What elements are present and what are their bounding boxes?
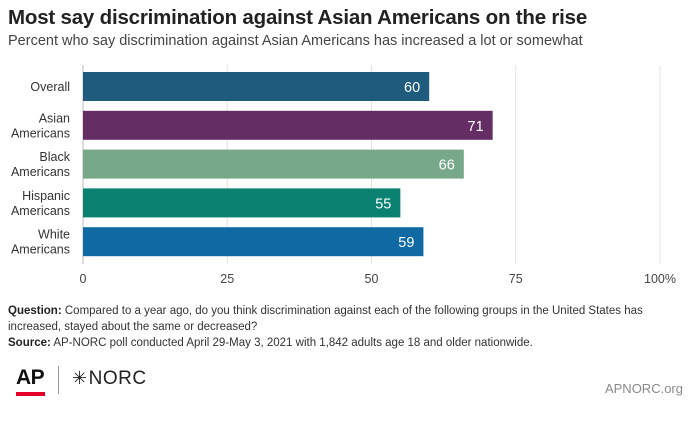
bar <box>83 227 424 257</box>
category-label: Asian <box>39 111 70 125</box>
chart-title: Most say discrimination against Asian Am… <box>8 6 588 29</box>
bar <box>83 188 401 218</box>
bar <box>83 110 493 140</box>
x-tick-label: 75 <box>509 272 523 286</box>
norc-logo-text: NORC <box>88 368 147 389</box>
category-label: White <box>38 228 70 242</box>
category-label: Hispanic <box>22 189 70 203</box>
ap-logo: AP <box>16 366 45 389</box>
norc-star-icon: ✳ <box>72 368 88 388</box>
bar-value-label: 66 <box>439 158 455 174</box>
bar-value-label: 55 <box>375 196 391 212</box>
bar <box>83 149 464 179</box>
website-link[interactable]: APNORC.org <box>604 381 683 396</box>
bar <box>83 72 430 101</box>
question-text: Compared to a year ago, do you think dis… <box>8 305 643 333</box>
category-label: Overall <box>30 80 70 94</box>
bar-value-label: 71 <box>468 119 484 135</box>
category-label: Black <box>39 150 70 164</box>
bar-value-label: 60 <box>404 80 420 96</box>
source-text: AP-NORC poll conducted April 29-May 3, 2… <box>50 337 533 349</box>
norc-logo: ✳NORC <box>72 368 147 390</box>
category-label: Americans <box>11 126 70 140</box>
question-label: Question: <box>8 305 62 317</box>
x-tick-label: 50 <box>365 272 379 286</box>
ap-logo-underline <box>16 392 45 396</box>
category-label: Americans <box>11 204 70 218</box>
chart-subtitle: Percent who say discrimination against A… <box>8 33 583 49</box>
logo-divider <box>58 366 59 394</box>
source-label: Source: <box>8 337 51 349</box>
category-label: Americans <box>11 243 70 257</box>
bar-chart: 0 25 50 75 100%60Overall71AsianAmericans66Bl… <box>11 65 676 286</box>
x-tick-label: 25 <box>220 272 234 286</box>
x-tick-label: 100% <box>644 272 676 286</box>
bar-value-label: 59 <box>398 235 414 251</box>
x-tick-label: 0 <box>80 272 87 286</box>
category-label: Americans <box>11 165 70 179</box>
chart-notes: Question: Compared to a year ago, do you… <box>8 303 684 351</box>
source-note: Source: AP-NORC poll conducted April 29-… <box>8 335 684 351</box>
question-note: Question: Compared to a year ago, do you… <box>8 303 684 335</box>
